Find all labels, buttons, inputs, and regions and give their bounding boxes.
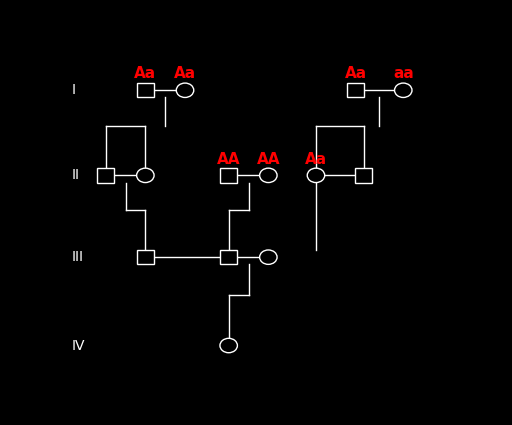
Text: IV: IV — [72, 339, 86, 352]
Text: Aa: Aa — [345, 66, 367, 82]
Bar — [220, 250, 238, 264]
Circle shape — [137, 168, 154, 183]
Text: I: I — [72, 83, 76, 97]
Circle shape — [260, 168, 277, 183]
Circle shape — [260, 250, 277, 264]
Bar — [355, 168, 372, 183]
Bar — [137, 83, 154, 97]
Bar — [137, 250, 154, 264]
Circle shape — [220, 338, 238, 353]
Text: III: III — [72, 250, 84, 264]
Circle shape — [395, 83, 412, 97]
Text: Aa: Aa — [174, 66, 196, 82]
Circle shape — [176, 83, 194, 97]
Circle shape — [307, 168, 325, 183]
Text: AA: AA — [257, 152, 280, 167]
Text: aa: aa — [393, 66, 414, 82]
Text: Aa: Aa — [305, 152, 327, 167]
Text: AA: AA — [217, 152, 241, 167]
Bar — [347, 83, 365, 97]
Text: Aa: Aa — [134, 66, 156, 82]
Text: II: II — [72, 168, 80, 182]
Bar — [97, 168, 114, 183]
Bar — [220, 168, 238, 183]
